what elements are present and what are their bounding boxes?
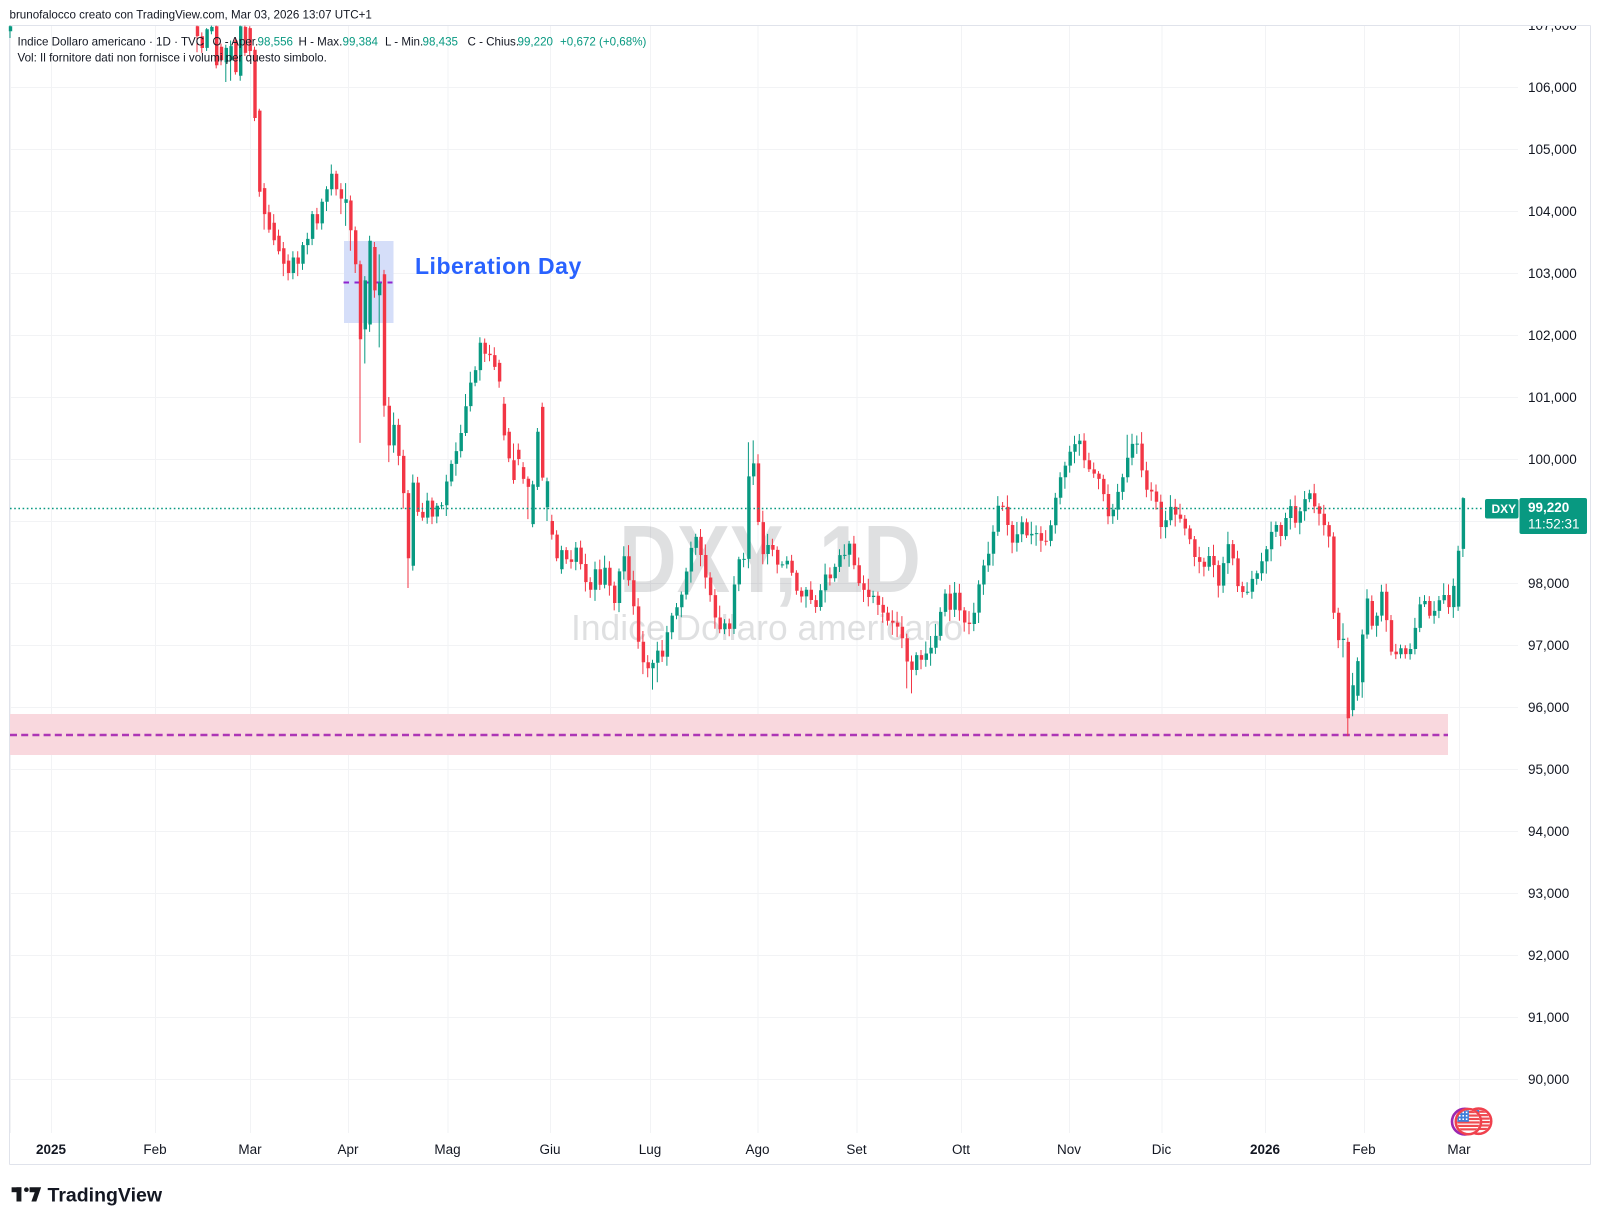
svg-text:101,000: 101,000 [1528, 390, 1577, 405]
svg-text:106,000: 106,000 [1528, 80, 1577, 95]
svg-text:2026: 2026 [1250, 1142, 1281, 1157]
svg-text:TradingView: TradingView [48, 1185, 163, 1207]
svg-text:brunofalocco creato con Tradin: brunofalocco creato con TradingView.com,… [10, 9, 372, 22]
svg-text:C - Chius.: C - Chius. [468, 36, 520, 49]
svg-text:97,000: 97,000 [1528, 638, 1569, 653]
svg-text:99,384: 99,384 [343, 36, 379, 49]
svg-text:95,000: 95,000 [1528, 762, 1569, 777]
svg-text:Mar: Mar [1447, 1142, 1471, 1157]
svg-text:90,000: 90,000 [1528, 1072, 1569, 1087]
svg-text:103,000: 103,000 [1528, 266, 1577, 281]
svg-text:Nov: Nov [1057, 1142, 1081, 1157]
svg-text:94,000: 94,000 [1528, 824, 1569, 839]
svg-text:Mag: Mag [434, 1142, 460, 1157]
svg-text:93,000: 93,000 [1528, 886, 1569, 901]
svg-text:Indice Dollaro americano: Indice Dollaro americano [571, 607, 963, 648]
svg-text:+0,672 (+0,68%): +0,672 (+0,68%) [560, 36, 647, 49]
svg-text:92,000: 92,000 [1528, 948, 1569, 963]
svg-text:96,000: 96,000 [1528, 700, 1569, 715]
svg-text:104,000: 104,000 [1528, 204, 1577, 219]
svg-text:102,000: 102,000 [1528, 328, 1577, 343]
svg-text:Mar: Mar [238, 1142, 262, 1157]
svg-text:Feb: Feb [1352, 1142, 1375, 1157]
svg-text:100,000: 100,000 [1528, 452, 1577, 467]
svg-text:2025: 2025 [36, 1142, 67, 1157]
svg-text:Vol: Il fornitore dati non for: Vol: Il fornitore dati non fornisce i vo… [18, 52, 327, 65]
svg-text:Indice Dollaro americano · 1D: Indice Dollaro americano · 1D · TVC [18, 36, 205, 49]
svg-text:99,220: 99,220 [518, 36, 553, 49]
svg-text:O - Aper.: O - Aper. [213, 36, 259, 49]
svg-text:Ago: Ago [745, 1142, 769, 1157]
svg-text:Feb: Feb [143, 1142, 166, 1157]
svg-text:105,000: 105,000 [1528, 142, 1577, 157]
svg-text:Lug: Lug [639, 1142, 662, 1157]
svg-text:DXY: DXY [1492, 502, 1517, 516]
svg-text:Giu: Giu [539, 1142, 560, 1157]
svg-text:107,000: 107,000 [1528, 18, 1577, 33]
svg-text:98,556: 98,556 [258, 36, 293, 49]
svg-text:L - Min.: L - Min. [385, 36, 423, 49]
svg-text:Liberation Day: Liberation Day [415, 253, 582, 279]
svg-text:Ott: Ott [952, 1142, 970, 1157]
svg-text:98,435: 98,435 [423, 36, 458, 49]
svg-text:Dic: Dic [1152, 1142, 1172, 1157]
svg-text:Apr: Apr [337, 1142, 359, 1157]
svg-text:11:52:31: 11:52:31 [1528, 517, 1580, 532]
svg-text:H - Max.: H - Max. [299, 36, 343, 49]
svg-text:DXY, 1D: DXY, 1D [619, 506, 921, 613]
svg-text:Set: Set [846, 1142, 867, 1157]
svg-text:91,000: 91,000 [1528, 1010, 1569, 1025]
svg-text:98,000: 98,000 [1528, 576, 1569, 591]
svg-text:99,220: 99,220 [1528, 500, 1569, 515]
